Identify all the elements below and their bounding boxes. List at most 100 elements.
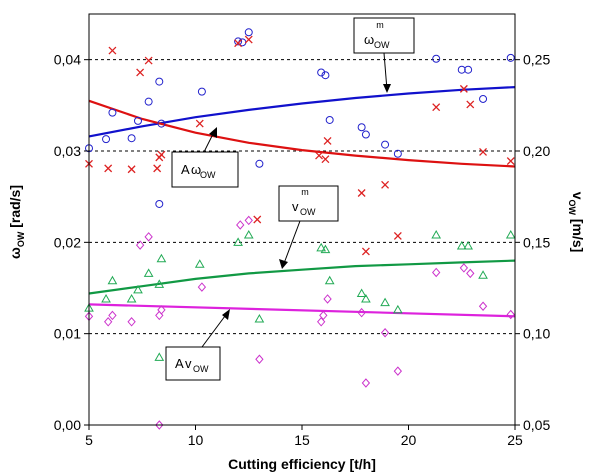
trendline (88, 259, 516, 295)
x-axis-title: Cutting efficiency [t/h] (228, 456, 376, 472)
data-point (361, 378, 371, 388)
y-right-tick-label: 0,15 (523, 234, 550, 250)
data-point (155, 199, 164, 208)
y-right-tick-label: 0,20 (523, 143, 550, 159)
annotation-v-m-main: v (292, 199, 299, 214)
annotation-a-v-prefix: A (175, 356, 184, 371)
data-point (234, 37, 243, 46)
data-point (133, 116, 142, 125)
right-axis-title-unit: [m/s] (570, 215, 586, 252)
data-point (321, 71, 330, 80)
axis-ticks: 0,00 0,01 0,02 0,03 0,04 0,05 0,10 0,15 0,20 0,25… (54, 52, 551, 448)
data-point (253, 215, 262, 224)
data-point (156, 253, 167, 263)
data-point (133, 284, 143, 294)
x-tick-label: 20 (401, 432, 417, 448)
data-point (153, 164, 162, 173)
data-point (479, 147, 488, 156)
y-left-tick-label: 0,00 (54, 417, 81, 433)
annotation-v-m-sub: OW (300, 207, 316, 217)
data-point (104, 164, 113, 173)
data-point (136, 68, 145, 77)
left-axis-title-main: ω (7, 247, 23, 259)
data-point (381, 140, 390, 149)
data-point (101, 293, 111, 303)
data-point (244, 35, 253, 44)
data-point (255, 159, 264, 168)
y-left-tick-label: 0,01 (54, 326, 81, 342)
data-point (127, 165, 136, 174)
data-point (135, 240, 145, 250)
data-point (456, 240, 467, 250)
data-point (361, 247, 370, 256)
data-point (195, 119, 204, 128)
data-point (157, 305, 166, 315)
data-point (381, 180, 390, 189)
svg-text:vOW [m/s]: vOW [m/s] (567, 192, 586, 253)
annotation-v-m: m v OW (278, 185, 339, 269)
data-point (254, 314, 265, 323)
data-point (104, 317, 113, 327)
left-axis-title-sub: OW (16, 231, 26, 247)
data-point (463, 240, 474, 250)
data-point (393, 149, 402, 158)
data-point (255, 354, 264, 364)
data-point (392, 304, 403, 314)
data-point (478, 270, 488, 279)
trendline (88, 99, 516, 168)
data-point (324, 275, 335, 285)
data-point (126, 293, 137, 303)
data-point (432, 267, 441, 278)
data-point (155, 310, 164, 321)
x-tick-label: 5 (85, 432, 93, 448)
data-point (357, 307, 366, 318)
data-point (243, 230, 254, 239)
data-point (506, 309, 515, 320)
annotation-omega-m: m ω OW (353, 17, 415, 93)
data-point (356, 288, 367, 297)
annotation-a-omega-sub: OW (200, 170, 216, 180)
data-point (323, 294, 332, 304)
annotation-v-m-sup: m (301, 187, 309, 197)
data-point (431, 230, 442, 239)
annotation-a-v: A v OW (165, 309, 230, 381)
data-point (321, 155, 330, 164)
data-point (466, 100, 475, 109)
annotation-omega-m-main: ω (364, 32, 374, 47)
y-right-tick-label: 0,05 (523, 417, 550, 433)
left-axis-title-unit: [rad/s] (7, 185, 23, 232)
data-point (479, 94, 488, 103)
data-point (466, 268, 475, 279)
data-point (108, 310, 117, 321)
data-point (506, 53, 515, 62)
data-point (234, 39, 243, 48)
data-point (459, 263, 469, 273)
data-point (244, 215, 253, 226)
y-left-tick-label: 0,03 (54, 143, 81, 159)
data-point (380, 297, 390, 307)
data-points (84, 28, 516, 430)
data-point (432, 54, 441, 63)
data-point (505, 230, 516, 239)
trendline (88, 86, 516, 138)
data-point (155, 420, 164, 430)
data-point (236, 220, 245, 230)
data-point (154, 279, 165, 288)
data-point (464, 65, 473, 74)
x-tick-label: 25 (507, 432, 523, 448)
data-point (432, 103, 441, 112)
annotation-a-v-main: v (185, 356, 192, 371)
data-point (197, 282, 207, 292)
data-point (144, 56, 153, 65)
data-point (127, 134, 136, 143)
annotation-a-omega-main: ω (191, 162, 201, 177)
y-left-tick-label: 0,02 (54, 234, 81, 250)
data-point (155, 77, 164, 86)
svg-text:ωOW [rad/s]: ωOW [rad/s] (7, 185, 26, 259)
data-point (107, 275, 118, 285)
data-point (457, 65, 466, 74)
data-point (361, 130, 370, 139)
data-point (317, 68, 326, 77)
right-axis-title-sub: OW (567, 199, 577, 215)
